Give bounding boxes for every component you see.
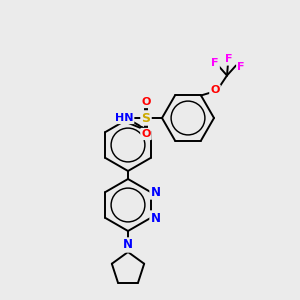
Text: S: S (142, 112, 151, 124)
Text: O: O (210, 85, 220, 95)
Text: F: F (225, 55, 233, 64)
Text: O: O (141, 129, 151, 139)
Text: O: O (141, 97, 151, 107)
Text: N: N (151, 212, 160, 224)
Text: F: F (237, 62, 245, 73)
Text: N: N (151, 185, 160, 199)
Text: F: F (211, 58, 219, 68)
Text: HN: HN (115, 113, 133, 123)
Text: N: N (123, 238, 133, 251)
